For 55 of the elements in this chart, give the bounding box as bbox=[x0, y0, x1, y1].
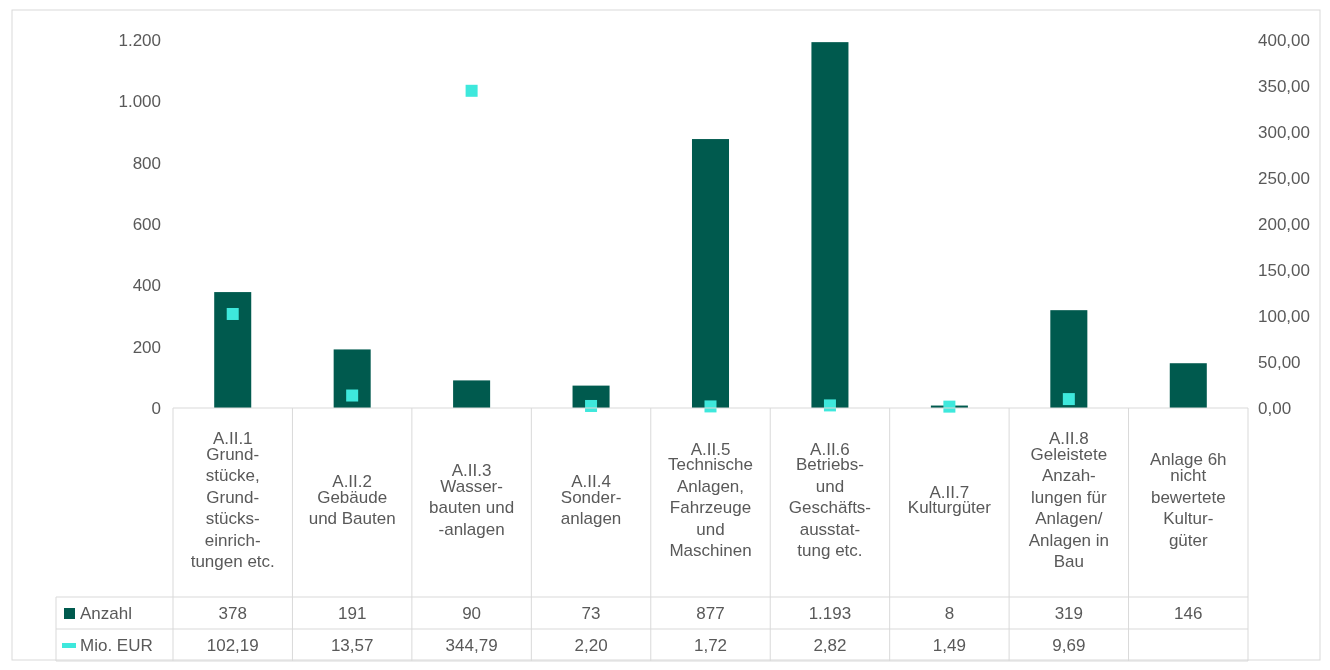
y-tick-label: 200 bbox=[132, 337, 161, 357]
y2-tick-label: 350,00 bbox=[1258, 76, 1310, 96]
data-label: 378 bbox=[218, 603, 247, 623]
bar bbox=[214, 292, 252, 408]
y2-tick-label: 0,00 bbox=[1258, 398, 1292, 418]
data-label: 877 bbox=[696, 603, 725, 623]
x-tick-label: A.II.7 Kulturgüter bbox=[907, 482, 992, 518]
data-label: 344,79 bbox=[445, 635, 498, 655]
y2-tick-label: 300,00 bbox=[1258, 122, 1310, 142]
bar bbox=[691, 139, 730, 408]
data-label: 1,72 bbox=[693, 635, 728, 655]
y-tick-label: 1.000 bbox=[118, 92, 161, 112]
x-tick-label: A.II.4 Sonder- anlagen bbox=[560, 471, 622, 528]
bar bbox=[1050, 310, 1088, 408]
x-tick-label: A.II.3 Wasser- bauten und -anlagen bbox=[429, 461, 515, 539]
bar bbox=[453, 380, 491, 408]
y2-tick-label: 50,00 bbox=[1258, 352, 1301, 372]
y2-tick-label: 250,00 bbox=[1258, 168, 1310, 188]
x-tick-label: A.II.6 Betriebs- und Geschäfts- ausstat- tung etc. bbox=[788, 439, 872, 561]
bar bbox=[333, 349, 371, 408]
data-label: 1,49 bbox=[932, 635, 966, 655]
x-tick-label: A.II.1 Grund- stücke, Grund- stücks- einrich- tungen etc. bbox=[190, 428, 275, 571]
y-tick-label: 1.200 bbox=[118, 30, 161, 50]
data-label: 102,19 bbox=[206, 635, 259, 655]
bar bbox=[811, 42, 849, 408]
data-label: 13,57 bbox=[330, 635, 374, 655]
bar bbox=[1169, 363, 1207, 408]
legend-label: Mio. EUR bbox=[80, 635, 153, 655]
x-tick-label: A.II.5 Technische Anlagen, Fahrzeuge und Maschinen bbox=[667, 439, 754, 561]
y2-tick-label: 150,00 bbox=[1258, 260, 1310, 280]
point bbox=[226, 307, 239, 320]
x-tick-label: A.II.8 Geleistete Anzah- lungen für Anlagen/ Anlagen in Bau bbox=[1028, 428, 1110, 571]
point bbox=[1062, 393, 1075, 406]
point bbox=[346, 389, 359, 402]
y-tick-label: 800 bbox=[132, 153, 161, 173]
data-label: 9,69 bbox=[1052, 635, 1086, 655]
data-label: 191 bbox=[337, 603, 367, 623]
x-tick-label: Anlage 6h nicht bewertete Kultur- güter bbox=[1149, 450, 1227, 550]
data-label: 8 bbox=[944, 603, 955, 623]
data-label: 319 bbox=[1054, 603, 1084, 623]
y-tick-label: 0 bbox=[151, 398, 161, 418]
y-tick-label: 400 bbox=[132, 276, 161, 296]
x-tick-label: A.II.2 Gebäude und Bauten bbox=[308, 471, 396, 528]
data-label: 73 bbox=[581, 603, 601, 623]
y2-tick-label: 200,00 bbox=[1258, 214, 1310, 234]
legend-label: Anzahl bbox=[80, 603, 132, 623]
data-label: 90 bbox=[462, 603, 482, 623]
y2-tick-label: 100,00 bbox=[1258, 306, 1310, 326]
y-tick-label: 600 bbox=[132, 214, 161, 234]
y2-tick-label: 400,00 bbox=[1258, 30, 1310, 50]
point bbox=[465, 84, 478, 97]
data-label: 2,82 bbox=[813, 635, 847, 655]
data-label: 1.193 bbox=[808, 603, 852, 623]
data-label: 146 bbox=[1174, 603, 1203, 623]
data-label: 2,20 bbox=[574, 635, 608, 655]
